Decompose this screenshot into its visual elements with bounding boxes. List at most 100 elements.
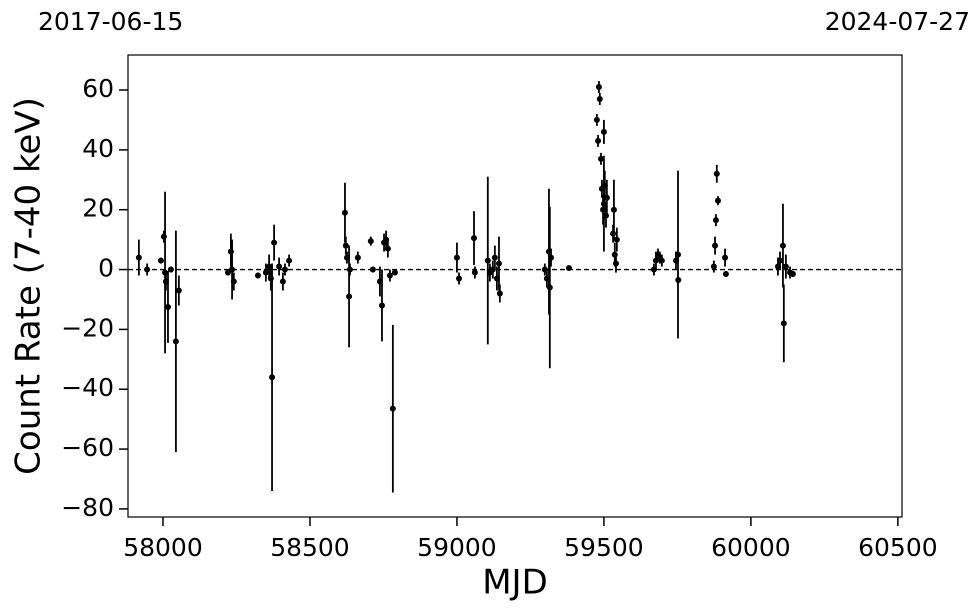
data-point (600, 200, 607, 207)
data-point (162, 269, 169, 276)
data-point (495, 260, 502, 267)
data-point (346, 266, 353, 273)
data-point (346, 293, 353, 300)
x-tick-label: 59500 (564, 533, 644, 562)
data-point (672, 257, 679, 264)
data-point (602, 212, 609, 219)
data-point (369, 266, 376, 273)
data-point (710, 263, 717, 270)
data-point (167, 266, 174, 273)
data-point (157, 257, 164, 264)
data-point (470, 235, 477, 242)
data-point (612, 260, 619, 267)
data-point (779, 242, 786, 249)
data-point (712, 217, 719, 224)
data-point (342, 242, 349, 249)
data-point (376, 278, 383, 285)
data-point (548, 254, 555, 261)
data-point (613, 236, 620, 243)
data-point (267, 275, 274, 282)
data-point (172, 338, 179, 345)
data-point (164, 303, 171, 310)
data-point (386, 272, 393, 279)
data-point (344, 254, 351, 261)
data-point (271, 239, 278, 246)
y-tick-label: 60 (82, 74, 114, 103)
x-tick-label: 59000 (417, 533, 497, 562)
top-left-label: 2017-06-15 (38, 7, 183, 36)
data-point (712, 242, 719, 249)
data-point (601, 182, 608, 189)
data-point (269, 374, 276, 381)
x-axis-label: MJD (482, 563, 548, 603)
data-point (496, 290, 503, 297)
data-point (266, 263, 273, 270)
data-point (611, 251, 618, 258)
data-point (658, 257, 665, 264)
data-point (545, 248, 552, 255)
data-point (262, 269, 269, 276)
data-point (162, 278, 169, 285)
data-point (160, 233, 167, 240)
data-point (383, 236, 390, 243)
data-point (489, 266, 496, 273)
y-tick-label: −80 (61, 493, 114, 522)
data-point (780, 320, 787, 327)
data-point (341, 209, 348, 216)
data-point (453, 254, 460, 261)
data-point (384, 245, 391, 252)
data-point (279, 278, 286, 285)
x-tick-label: 58000 (123, 533, 203, 562)
data-point (484, 257, 491, 264)
data-point (610, 230, 617, 237)
data-point (713, 170, 720, 177)
data-point (254, 272, 261, 279)
data-point (230, 278, 237, 285)
x-tick-label: 60500 (858, 533, 938, 562)
data-point (714, 197, 721, 204)
data-point (600, 206, 607, 213)
data-point (600, 128, 607, 135)
data-point (546, 284, 553, 291)
top-right-label: 2024-07-27 (825, 7, 970, 36)
x-tick-label: 60000 (711, 533, 791, 562)
data-point (354, 254, 361, 261)
data-point (281, 266, 288, 273)
data-point (593, 116, 600, 123)
data-point (603, 194, 610, 201)
data-point (541, 266, 548, 273)
data-point (596, 95, 603, 102)
data-point (782, 263, 789, 270)
data-point (286, 257, 293, 264)
data-point (175, 287, 182, 294)
data-point (597, 155, 604, 162)
plot-frame (127, 54, 903, 518)
data-point (493, 275, 500, 282)
data-point (224, 269, 231, 276)
data-point (389, 405, 396, 412)
data-point (777, 257, 784, 264)
data-point (610, 206, 617, 213)
data-point (135, 254, 142, 261)
data-point (595, 137, 602, 144)
data-point (722, 271, 729, 278)
data-point (378, 302, 385, 309)
data-point (595, 84, 602, 91)
data-point (391, 269, 398, 276)
data-point (367, 238, 374, 245)
data-point (774, 263, 781, 270)
data-point (565, 265, 572, 272)
data-point (491, 254, 498, 261)
y-axis-label: Count Rate (7-40 keV) (9, 97, 49, 475)
data-point (471, 269, 478, 276)
data-point (229, 266, 236, 273)
data-point (675, 277, 682, 284)
data-point (227, 248, 234, 255)
x-tick-label: 58500 (270, 533, 350, 562)
data-point (650, 266, 657, 273)
data-point (722, 254, 729, 261)
y-tick-label: −20 (61, 313, 114, 342)
y-tick-label: 20 (82, 194, 114, 223)
y-tick-label: 0 (98, 254, 114, 283)
y-tick-label: −40 (61, 373, 114, 402)
